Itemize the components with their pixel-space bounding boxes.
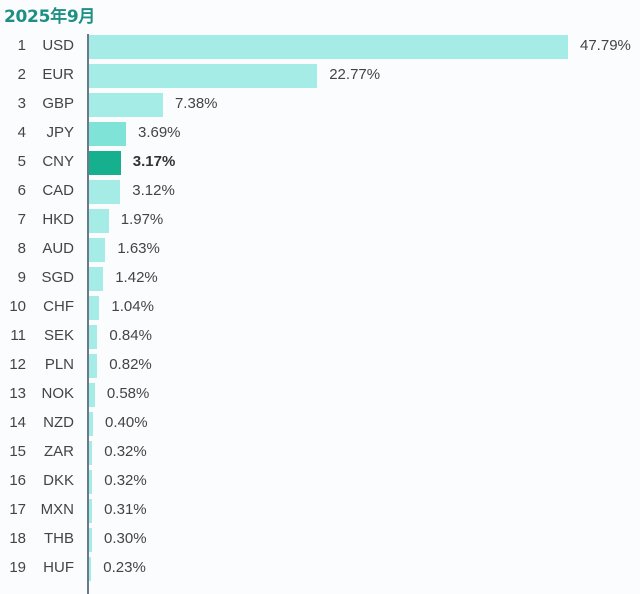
value-label: 0.84% <box>109 327 152 344</box>
rank-label: 4 <box>17 124 26 141</box>
rank-label: 15 <box>9 443 26 460</box>
value-label: 1.63% <box>117 240 160 257</box>
bar-row: 16 DKK 0.32% <box>0 468 640 497</box>
rank-label: 3 <box>17 95 26 112</box>
currency-label: DKK <box>43 472 74 489</box>
bar-row: 6 CAD 3.12% <box>0 178 640 207</box>
currency-label: ZAR <box>44 443 74 460</box>
rank-label: 12 <box>9 356 26 373</box>
value-label: 0.58% <box>106 385 150 402</box>
bar-row: 3 GBP 7.38% <box>0 91 640 120</box>
currency-label: HUF <box>43 559 74 576</box>
rank-label: 14 <box>9 414 26 431</box>
currency-label: THB <box>44 530 74 547</box>
value-label: 1.42% <box>115 269 158 286</box>
bar-row: 4 JPY 3.69% <box>0 120 640 149</box>
rank-label: 5 <box>17 153 26 170</box>
value-label: 22.77% <box>329 66 381 83</box>
currency-label: HKD <box>42 211 74 228</box>
value-label: 0.40% <box>105 414 148 431</box>
rank-label: 18 <box>9 530 26 547</box>
bar <box>89 412 93 436</box>
rank-label: 8 <box>17 240 26 257</box>
rank-label: 1 <box>17 37 26 54</box>
bar-row: 18 THB 0.30% <box>0 526 640 555</box>
bar <box>89 267 104 291</box>
bar <box>89 441 93 465</box>
bar <box>89 64 318 88</box>
rank-label: 6 <box>17 182 26 199</box>
bar <box>89 209 109 233</box>
rank-label: 9 <box>17 269 26 286</box>
bar <box>89 383 95 407</box>
value-label: 0.31% <box>104 501 147 518</box>
bar-row: 15 ZAR 0.32% <box>0 439 640 468</box>
value-label: 0.23% <box>103 559 146 576</box>
bar-row: 19 HUF 0.23% <box>0 555 640 584</box>
bar <box>89 93 163 117</box>
value-label: 7.38% <box>174 95 218 112</box>
currency-label: NZD <box>43 414 74 431</box>
bar-row: 12 PLN 0.82% <box>0 352 640 381</box>
bar <box>89 557 92 581</box>
y-axis-line <box>87 34 89 594</box>
value-label: 0.32% <box>104 443 147 460</box>
rank-label: 16 <box>9 472 26 489</box>
currency-label: SEK <box>43 327 74 344</box>
bar <box>89 151 121 175</box>
value-label: 1.97% <box>120 211 164 228</box>
rank-label: 19 <box>9 559 26 576</box>
rank-label: 2 <box>17 66 26 83</box>
currency-label: MXN <box>40 501 74 518</box>
bar <box>89 122 126 146</box>
currency-label: USD <box>42 37 74 54</box>
bar-row: 13 NOK 0.58% <box>0 381 640 410</box>
currency-label: CHF <box>43 298 74 315</box>
bar <box>89 499 93 523</box>
bar-row: 2 EUR 22.77% <box>0 62 640 91</box>
value-label: 1.04% <box>111 298 154 315</box>
value-label: 47.79% <box>580 37 631 54</box>
currency-label: CNY <box>42 153 74 170</box>
bar <box>89 325 98 349</box>
value-label: 0.82% <box>109 356 152 373</box>
rank-label: 10 <box>9 298 26 315</box>
bar-row: 5 CNY 3.17% <box>0 149 640 178</box>
bar-row: 17 MXN 0.31% <box>0 497 640 526</box>
currency-label: NOK <box>41 385 74 402</box>
bar <box>89 470 93 494</box>
currency-label: AUD <box>42 240 74 257</box>
value-label: 3.17% <box>132 153 176 170</box>
bar-row: 14 NZD 0.40% <box>0 410 640 439</box>
rank-label: 7 <box>17 211 26 228</box>
bar <box>89 238 106 262</box>
rank-label: 17 <box>9 501 26 518</box>
bar-row: 1 USD 47.79% <box>0 33 640 62</box>
currency-label: SGD <box>41 269 74 286</box>
bar-row: 11 SEK 0.84% <box>0 323 640 352</box>
value-label: 3.12% <box>132 182 175 199</box>
bar <box>89 180 121 204</box>
rank-label: 13 <box>9 385 26 402</box>
chart-title: 2025年9月 <box>4 7 96 27</box>
rank-label: 11 <box>10 327 26 344</box>
bar <box>89 296 100 320</box>
currency-label: EUR <box>42 66 74 83</box>
bar <box>89 35 568 59</box>
bar <box>89 354 98 378</box>
currency-label: PLN <box>44 356 74 373</box>
value-label: 0.30% <box>104 530 147 547</box>
bar-row: 7 HKD 1.97% <box>0 207 640 236</box>
currency-label: JPY <box>46 124 74 141</box>
bar-row: 9 SGD 1.42% <box>0 265 640 294</box>
value-label: 3.69% <box>137 124 181 141</box>
bar <box>89 528 92 552</box>
value-label: 0.32% <box>104 472 147 489</box>
bar-row: 8 AUD 1.63% <box>0 236 640 265</box>
bar-row: 10 CHF 1.04% <box>0 294 640 323</box>
currency-label: CAD <box>42 182 74 199</box>
currency-label: GBP <box>42 95 74 112</box>
